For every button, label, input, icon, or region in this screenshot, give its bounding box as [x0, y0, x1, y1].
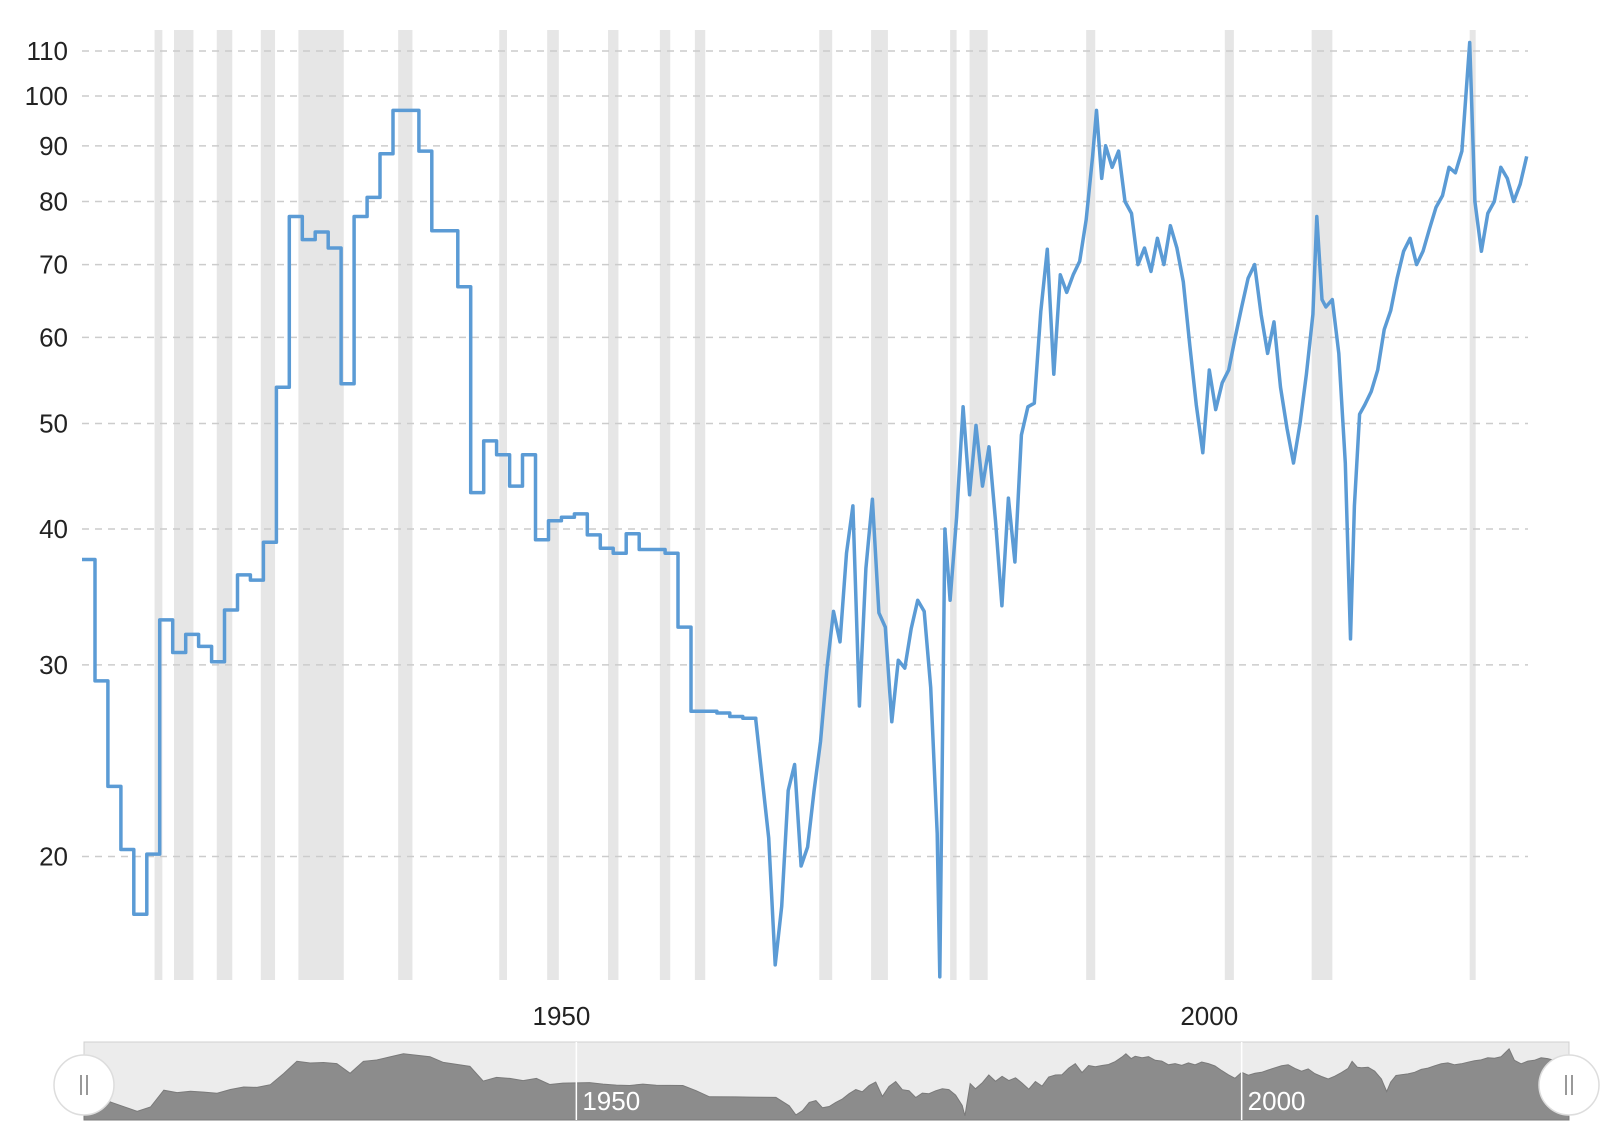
x-axis-labels: 1950 2000: [532, 1001, 1238, 1031]
y-tick-label: 90: [39, 131, 68, 161]
y-tick-label: 60: [39, 322, 68, 352]
recession-band: [969, 30, 988, 980]
recession-band: [1311, 30, 1333, 980]
navigator-label: 1950: [582, 1086, 640, 1116]
recession-band: [608, 30, 619, 980]
grip-icon: [80, 1075, 88, 1095]
recession-band: [547, 30, 559, 980]
y-tick-label: 100: [25, 81, 68, 111]
recession-band: [398, 30, 413, 980]
navigator-label: 2000: [1248, 1086, 1306, 1116]
navigator[interactable]: 1950 2000: [53, 1041, 1600, 1121]
recession-band: [950, 30, 957, 980]
recession-band: [216, 30, 233, 980]
recession-band: [1086, 30, 1096, 980]
y-tick-label: 50: [39, 409, 68, 439]
recession-band: [1224, 30, 1234, 980]
price-series-line[interactable]: [82, 40, 1529, 979]
recession-band: [260, 30, 276, 980]
recession-band: [1469, 30, 1476, 980]
recession-band: [298, 30, 344, 980]
navigator-series-area: [83, 1048, 1570, 1121]
recession-band: [871, 30, 888, 980]
y-tick-label: 80: [39, 186, 68, 216]
recession-band: [694, 30, 706, 980]
y-axis-labels: 20 30 40 50 60 70 80 90 100 110: [25, 36, 68, 872]
recession-bands: [154, 30, 1476, 980]
plot-area[interactable]: [82, 40, 1529, 979]
handle-circle[interactable]: [53, 1054, 115, 1116]
navigator-handle-left[interactable]: [53, 1054, 115, 1116]
x-tick-label: 1950: [532, 1001, 590, 1031]
y-tick-label: 70: [39, 250, 68, 280]
navigator-handle-right[interactable]: [1538, 1054, 1600, 1116]
handle-circle[interactable]: [1538, 1054, 1600, 1116]
recession-band: [499, 30, 507, 980]
y-tick-label: 20: [39, 842, 68, 872]
recession-band: [173, 30, 194, 980]
recession-band: [154, 30, 163, 980]
y-tick-label: 110: [27, 36, 68, 66]
x-tick-label: 2000: [1180, 1001, 1238, 1031]
grip-icon: [1565, 1075, 1573, 1095]
recession-band: [659, 30, 671, 980]
recession-band: [819, 30, 833, 980]
y-tick-label: 40: [39, 514, 68, 544]
gridlines: [82, 50, 1528, 858]
y-tick-label: 30: [39, 650, 68, 680]
